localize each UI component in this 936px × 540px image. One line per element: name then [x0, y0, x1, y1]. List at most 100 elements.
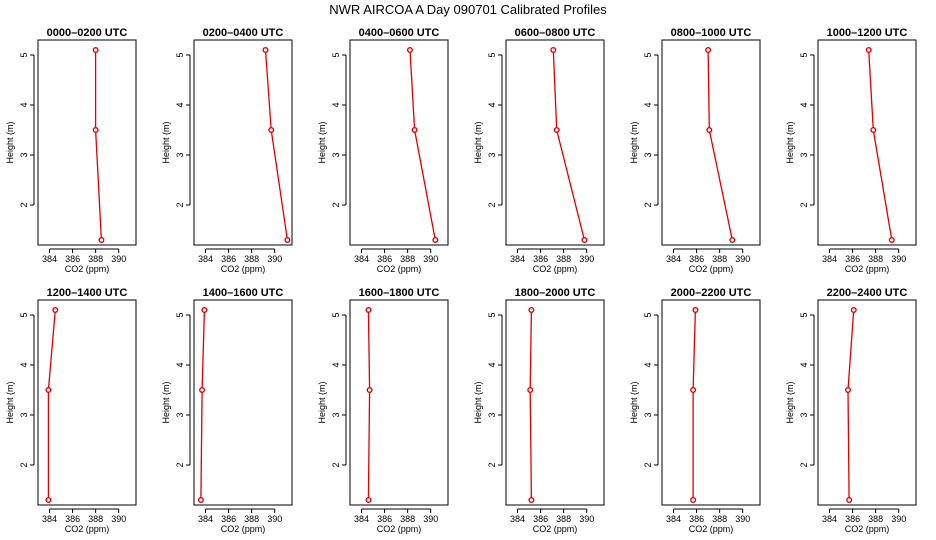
x-tick-label: 386: [845, 254, 860, 264]
x-tick-label: 390: [579, 254, 594, 264]
y-axis-label: Height (m): [161, 121, 171, 163]
plot-frame: [661, 39, 761, 246]
panel-title: 0200–0400 UTC: [203, 27, 284, 39]
y-axis-label: Height (m): [317, 381, 327, 423]
x-tick-label: 384: [198, 254, 213, 264]
profile-point: [692, 307, 699, 314]
plot-frame: [817, 39, 917, 246]
x-tick-label: 384: [198, 514, 213, 524]
x-tick-label: 390: [735, 514, 750, 524]
profile-point: [52, 307, 59, 314]
panel-title: 2000–2200 UTC: [671, 287, 752, 299]
profile-point: [888, 236, 895, 243]
x-tick-label: 384: [510, 514, 525, 524]
profile-point: [581, 236, 588, 243]
profile-point: [690, 387, 697, 394]
y-tick-label: 3: [799, 412, 809, 417]
profile-point: [528, 497, 535, 504]
profile-point: [365, 497, 372, 504]
y-tick-label: 4: [799, 102, 809, 107]
profile-line: [868, 49, 893, 241]
y-tick-label: 5: [487, 312, 497, 317]
y-tick-label: 2: [799, 462, 809, 467]
y-tick-label: 3: [487, 152, 497, 157]
profile-line: [367, 309, 371, 501]
y-tick-label: 2: [331, 202, 341, 207]
profile-point: [846, 497, 853, 504]
x-axis-label: CO2 (ppm): [689, 264, 734, 274]
y-tick-label: 3: [643, 152, 653, 157]
y-tick-label: 5: [175, 52, 185, 57]
panel-title: 0800–1000 UTC: [671, 27, 752, 39]
y-tick-label: 3: [331, 412, 341, 417]
y-tick-label: 4: [331, 102, 341, 107]
profile-line: [707, 49, 733, 241]
plot-frame: [193, 39, 293, 246]
plot-frame: [661, 299, 761, 506]
profile-point: [366, 387, 373, 394]
x-tick-label: 390: [891, 254, 906, 264]
y-tick-label: 2: [175, 462, 185, 467]
y-tick-label: 3: [19, 152, 29, 157]
profile-point: [199, 387, 206, 394]
x-tick-label: 390: [267, 514, 282, 524]
x-tick-label: 386: [65, 514, 80, 524]
y-axis-label: Height (m): [161, 381, 171, 423]
panel-title: 1600–1800 UTC: [359, 287, 440, 299]
y-tick-label: 5: [643, 312, 653, 317]
y-tick-label: 4: [487, 362, 497, 367]
y-tick-label: 5: [799, 312, 809, 317]
y-axis-label: Height (m): [629, 381, 639, 423]
x-tick-label: 386: [533, 514, 548, 524]
y-tick-label: 3: [175, 412, 185, 417]
x-tick-label: 386: [533, 254, 548, 264]
profile-point: [528, 307, 535, 314]
x-axis-label: CO2 (ppm): [845, 524, 890, 534]
y-axis-label: Height (m): [317, 121, 327, 163]
profile-point: [553, 126, 560, 133]
y-axis-label: Height (m): [785, 121, 795, 163]
plot-frame: [37, 299, 137, 506]
profile-point: [705, 47, 712, 54]
x-tick-label: 386: [377, 514, 392, 524]
profile-point: [432, 236, 439, 243]
x-tick-label: 390: [111, 514, 126, 524]
x-tick-label: 386: [845, 514, 860, 524]
figure-title: NWR AIRCOA A Day 090701 Calibrated Profi…: [329, 2, 607, 17]
profile-point: [197, 497, 204, 504]
y-axis-label: Height (m): [629, 121, 639, 163]
y-tick-label: 4: [331, 362, 341, 367]
x-axis-label: CO2 (ppm): [221, 264, 266, 274]
x-tick-label: 388: [868, 514, 883, 524]
profile-line: [552, 49, 586, 241]
y-tick-label: 5: [799, 52, 809, 57]
plot-frame: [817, 299, 917, 506]
panel-title: 2200–2400 UTC: [827, 287, 908, 299]
profile-point: [268, 126, 275, 133]
y-axis-label: Height (m): [5, 381, 15, 423]
profile-line: [200, 309, 206, 501]
x-axis-label: CO2 (ppm): [221, 524, 266, 534]
x-axis-label: CO2 (ppm): [845, 264, 890, 274]
x-tick-label: 390: [735, 254, 750, 264]
panel-title: 1800–2000 UTC: [515, 287, 596, 299]
x-tick-label: 390: [423, 254, 438, 264]
y-tick-label: 3: [799, 152, 809, 157]
x-axis-label: CO2 (ppm): [65, 264, 110, 274]
x-tick-label: 384: [510, 254, 525, 264]
profile-line: [47, 309, 56, 500]
y-axis-label: Height (m): [5, 121, 15, 163]
profile-point: [690, 497, 697, 504]
y-tick-label: 4: [19, 362, 29, 367]
y-tick-label: 5: [331, 52, 341, 57]
x-tick-label: 388: [868, 254, 883, 264]
y-tick-label: 5: [175, 312, 185, 317]
plot-frame: [349, 299, 449, 506]
x-tick-label: 388: [712, 254, 727, 264]
